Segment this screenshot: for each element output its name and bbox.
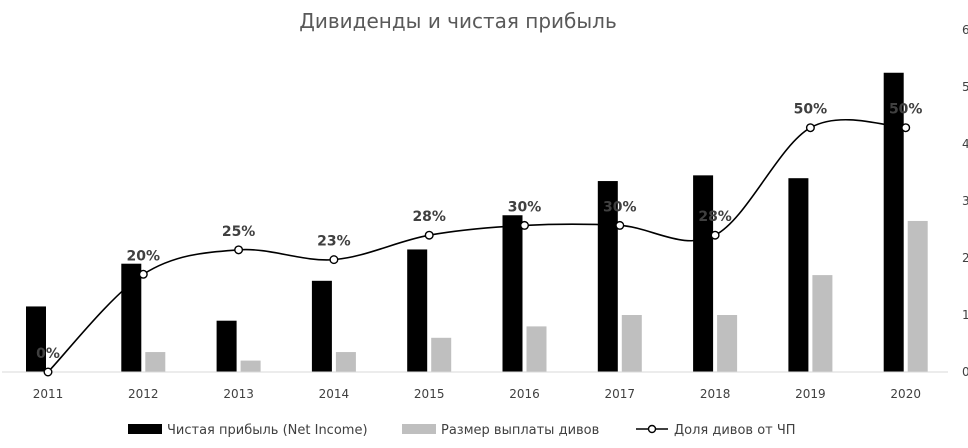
share-labels: 0% 20% 25% 23% 28% 30% 30% 28% 50% 50% [36, 102, 922, 362]
share-marker [329, 255, 339, 265]
x-tick-label: 2019 [795, 387, 826, 401]
bar-net-income [502, 215, 523, 372]
legend-swatch-share-marker [647, 424, 657, 434]
share-marker [43, 367, 53, 377]
share-label: 23% [317, 234, 351, 250]
y-tick-label: 5 [962, 80, 968, 94]
share-marker [710, 230, 720, 240]
share-markers [43, 123, 911, 377]
x-tick-label: 2016 [509, 387, 540, 401]
bar-dividends [621, 315, 642, 372]
share-marker [520, 220, 530, 230]
share-label: 25% [222, 224, 256, 240]
share-label: 50% [794, 102, 828, 118]
share-label: 30% [508, 199, 542, 215]
x-tick-label: 2014 [319, 387, 350, 401]
y-tick-label: 6 [962, 23, 968, 37]
share-label: 0% [36, 346, 60, 362]
x-tick-label: 2012 [128, 387, 159, 401]
bar-net-income [883, 72, 904, 372]
bar-net-income [121, 263, 142, 372]
bar-net-income [216, 320, 237, 372]
share-marker [138, 269, 148, 279]
bar-dividends [526, 326, 547, 372]
legend-label-share: Доля дивов от ЧП [674, 423, 796, 438]
share-marker [901, 123, 911, 133]
share-label: 20% [127, 248, 161, 264]
share-marker [234, 245, 244, 255]
bar-dividends [145, 352, 166, 372]
x-tick-label: 2018 [700, 387, 731, 401]
share-label: 50% [889, 102, 923, 118]
bar-net-income [26, 306, 46, 372]
legend-swatch-net-income [128, 424, 162, 434]
chart-title: Дивиденды и чистая прибыль [299, 9, 617, 33]
bar-dividends [812, 275, 833, 372]
y-tick-label: 1 [962, 308, 968, 322]
bar-dividends [717, 315, 738, 372]
bar-net-income [407, 249, 428, 372]
share-marker [615, 220, 625, 230]
share-label: 28% [698, 209, 732, 225]
x-tick-label: 2013 [223, 387, 254, 401]
bar-dividends [335, 352, 356, 372]
x-tick-label: 2011 [33, 387, 64, 401]
share-line [47, 119, 906, 373]
share-marker [805, 123, 815, 133]
bar-dividends [240, 360, 261, 372]
bar-net-income [597, 181, 618, 372]
bar-net-income [788, 178, 809, 372]
x-tick-label: 2015 [414, 387, 445, 401]
share-label: 28% [412, 209, 446, 225]
x-tick-label: 2017 [605, 387, 636, 401]
bar-dividends [431, 337, 452, 372]
y-tick-label: 3 [962, 194, 968, 208]
y-tick-label: 0 [962, 365, 968, 379]
y-tick-label: 4 [962, 137, 968, 151]
share-marker [424, 230, 434, 240]
bar-net-income [693, 175, 714, 372]
x-axis-ticks: 2011 2012 2013 2014 2015 2016 2017 2018 2019 2020 [33, 387, 921, 401]
legend-swatch-dividends [402, 424, 436, 434]
legend: Чистая прибыль (Net Income) Размер выпла… [128, 423, 796, 438]
share-label: 30% [603, 199, 637, 215]
legend-label-net-income: Чистая прибыль (Net Income) [167, 423, 368, 438]
legend-label-dividends: Размер выплаты дивов [441, 423, 599, 438]
y-tick-label: 2 [962, 251, 968, 265]
bars-layer [26, 72, 928, 372]
x-tick-label: 2020 [890, 387, 921, 401]
y-axis-ticks: 0 1 2 3 4 5 6 [962, 23, 968, 379]
bar-net-income [311, 280, 332, 372]
bar-dividends [907, 220, 928, 372]
